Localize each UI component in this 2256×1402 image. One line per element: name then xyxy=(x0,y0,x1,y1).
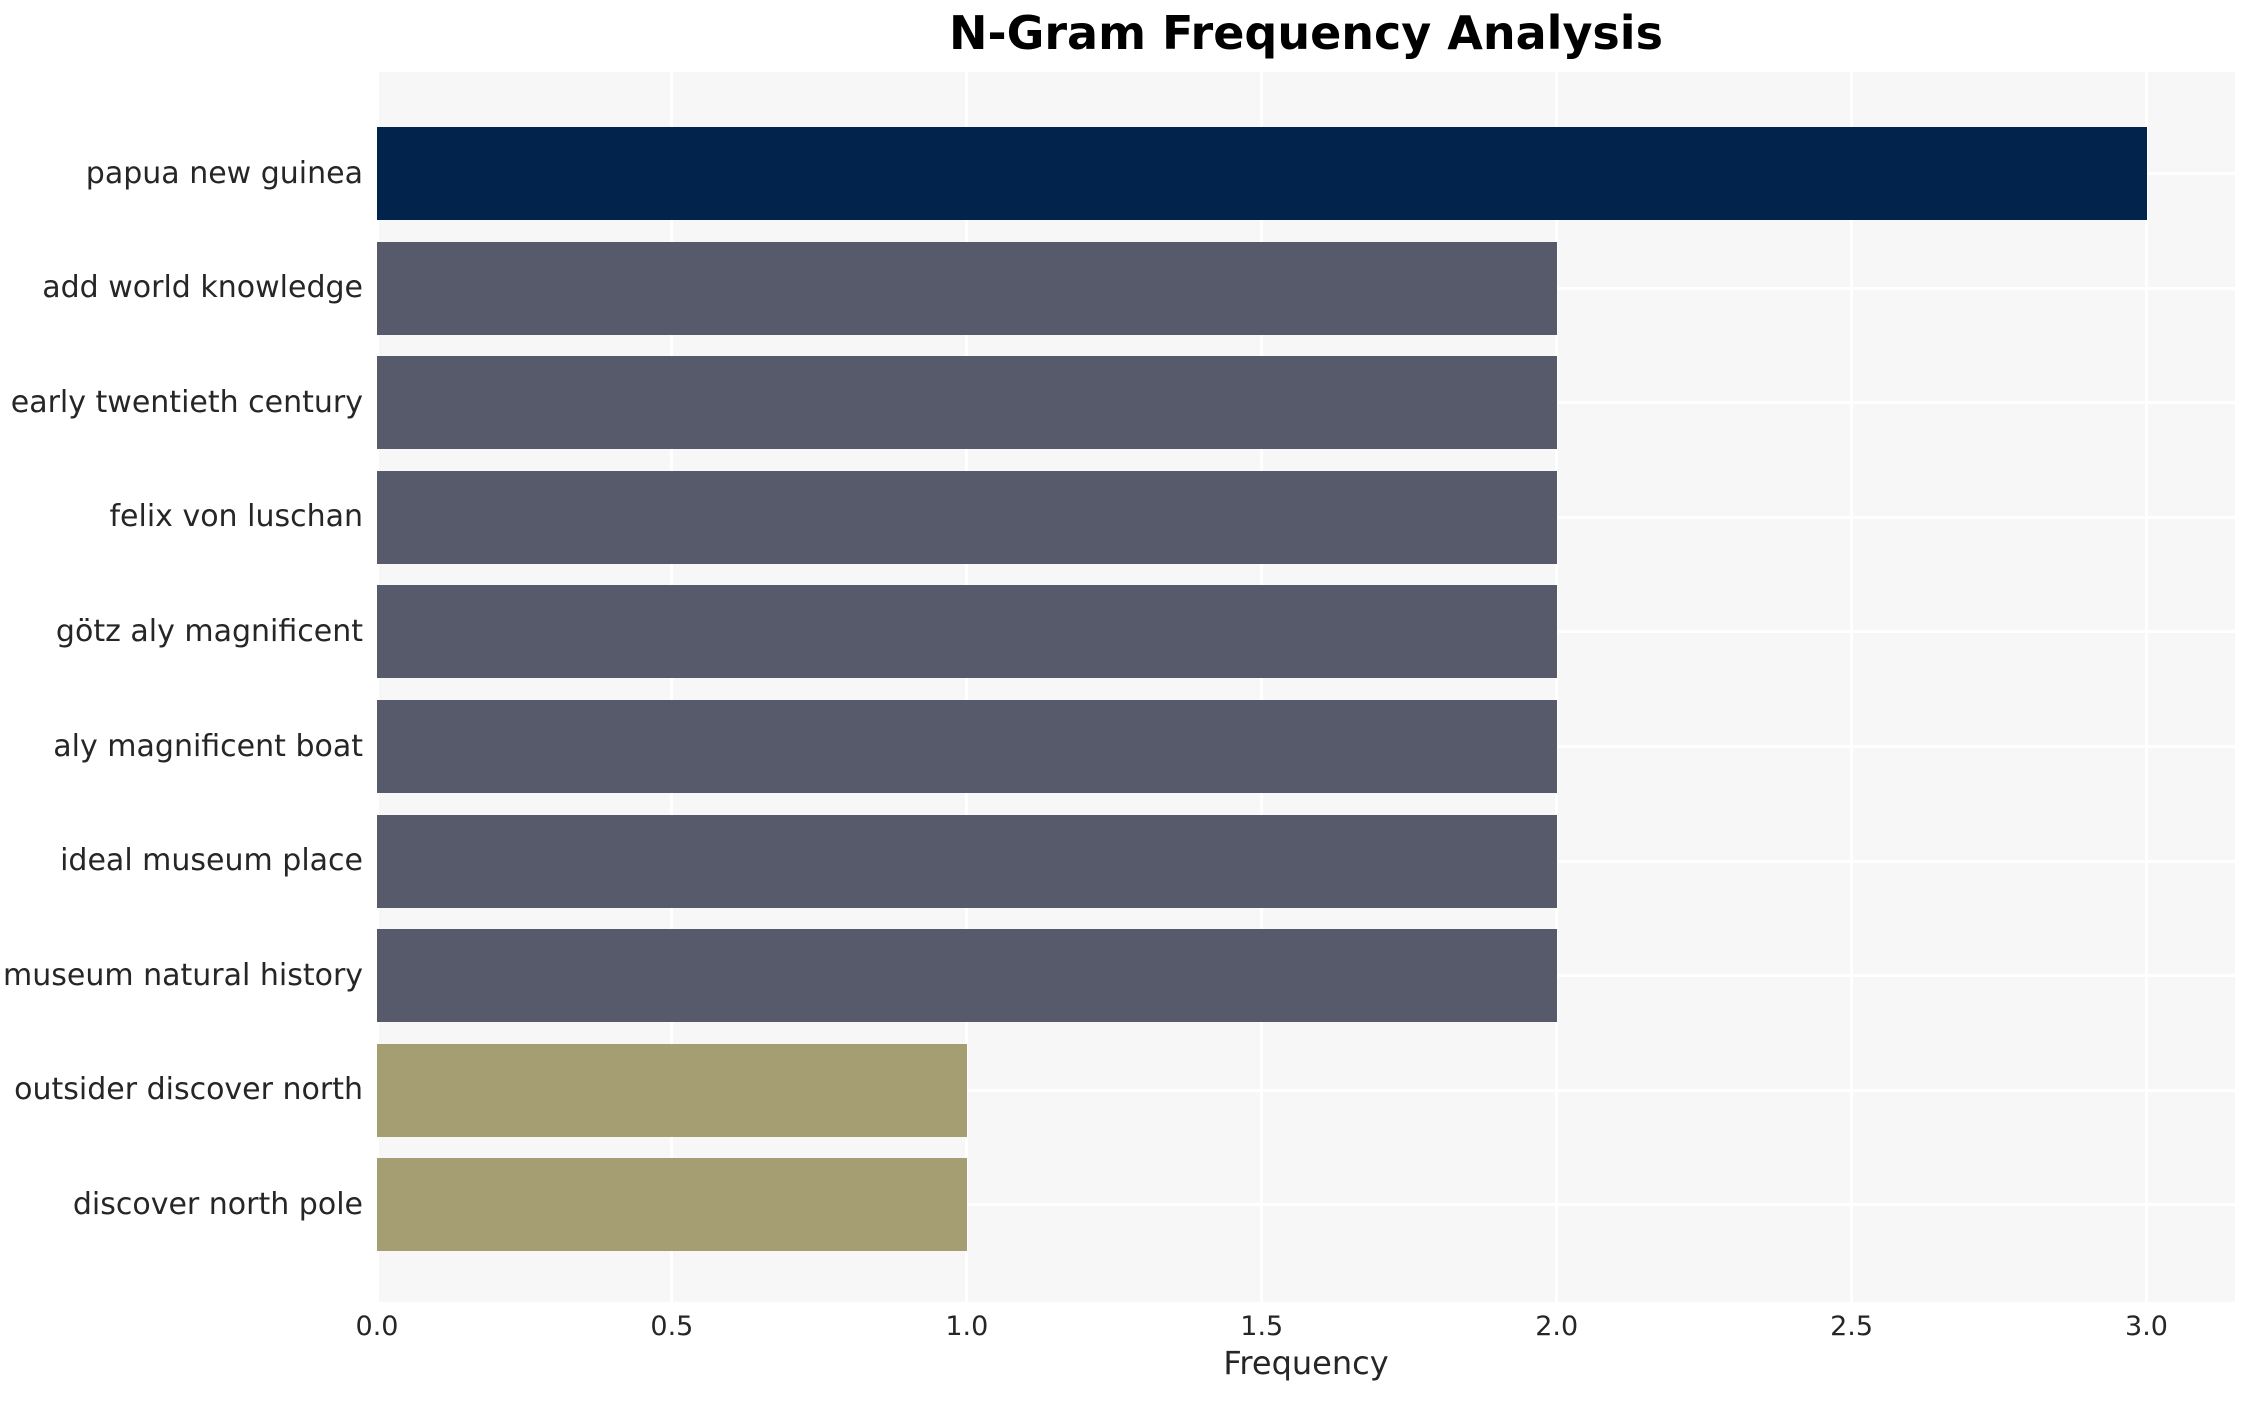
y-tick-label: outsider discover north xyxy=(14,1072,363,1108)
bar-papua-new-guinea xyxy=(377,127,2147,220)
bar-outsider-discover-north xyxy=(377,1043,967,1137)
y-tick-label: felix von luschan xyxy=(109,499,363,535)
y-tick-label: add world knowledge xyxy=(42,270,363,306)
bar-discover-north-pole xyxy=(377,1158,967,1252)
y-tick-label: aly magnificent boat xyxy=(53,728,363,764)
gridline-horizontal xyxy=(377,1088,2235,1092)
y-tick-label: götz aly magnificent xyxy=(55,613,363,649)
gridline-horizontal xyxy=(377,1203,2235,1207)
y-tick-label: ideal museum place xyxy=(60,843,363,879)
bar-aly-magnificent-boat xyxy=(377,700,1557,793)
gridline-vertical-1.0 xyxy=(965,72,969,1302)
x-tick-label: 2.0 xyxy=(1535,1311,1579,1342)
x-tick-label: 2.5 xyxy=(1830,1311,1874,1342)
gridline-vertical-3.0 xyxy=(2145,72,2149,1302)
x-tick-label: 1.0 xyxy=(945,1311,989,1342)
x-tick-label: 1.5 xyxy=(1240,1311,1284,1342)
x-tick-label: 0.0 xyxy=(355,1311,399,1342)
gridline-vertical-0.5 xyxy=(670,72,674,1302)
y-tick-label: early twentieth century xyxy=(10,384,363,420)
plot-area xyxy=(377,72,2235,1302)
chart-title: N-Gram Frequency Analysis xyxy=(949,6,1663,60)
gridline-vertical-2.5 xyxy=(1850,72,1854,1302)
x-tick-label: 0.5 xyxy=(650,1311,694,1342)
bar-early-twentieth-century xyxy=(377,356,1557,450)
bar-museum-natural-history xyxy=(377,929,1557,1023)
gridline-vertical-1.5 xyxy=(1260,72,1264,1302)
bar-ideal-museum-place xyxy=(377,814,1557,908)
y-tick-label: papua new guinea xyxy=(85,155,363,191)
y-tick-label: discover north pole xyxy=(72,1186,363,1222)
x-tick-label: 3.0 xyxy=(2125,1311,2168,1342)
gridline-vertical-0.0 xyxy=(377,72,379,1302)
bar-felix-von-luschan xyxy=(377,470,1557,564)
x-axis-label: Frequency xyxy=(1223,1344,1389,1382)
bar-add-world-knowledge xyxy=(377,241,1557,335)
bar-götz-aly-magnificent xyxy=(377,585,1557,679)
gridline-vertical-2.0 xyxy=(1555,72,1559,1302)
y-tick-label: museum natural history xyxy=(3,957,364,993)
